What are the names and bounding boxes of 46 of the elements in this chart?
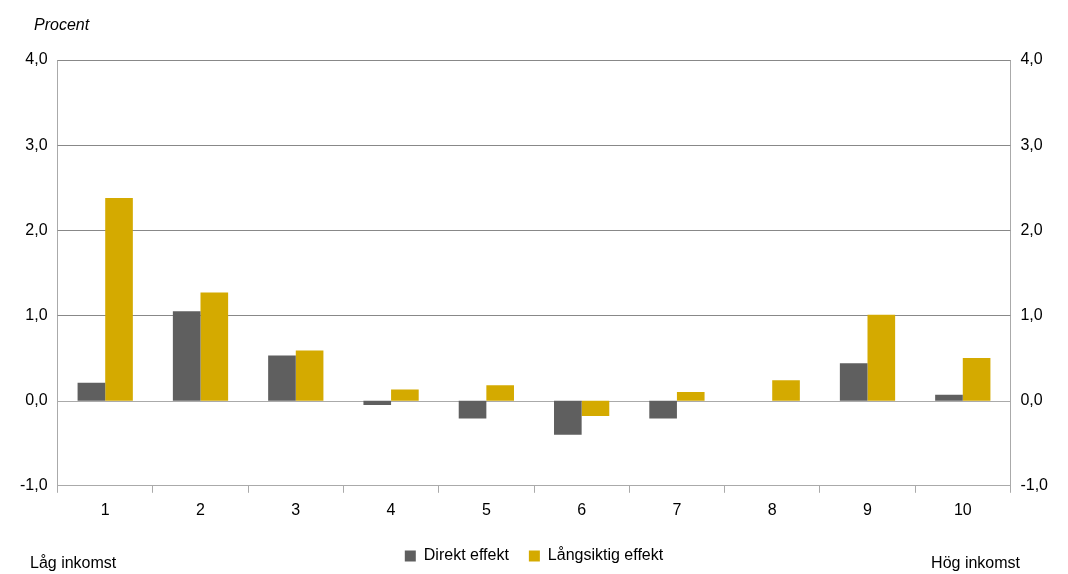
bar: [268, 355, 296, 401]
y-tick-label: -1,0: [19, 476, 48, 494]
bar: [581, 400, 610, 416]
bar: [200, 292, 229, 401]
y-axis-title: Procent: [34, 16, 90, 33]
x-tick-label: 2: [196, 500, 206, 518]
bar: [486, 385, 514, 401]
y2-tick-label: 4,0: [1020, 50, 1043, 68]
y2-tick-label: 0,0: [1020, 391, 1043, 409]
text: Hög inkomst: [931, 554, 1021, 571]
bar: [772, 380, 800, 401]
y2-tick-label: 1,0: [1020, 305, 1043, 323]
bar: [935, 394, 963, 401]
x-tick-label: 9: [863, 500, 873, 518]
legend-label: Direkt effekt: [423, 546, 510, 564]
x-tick-label: 1: [100, 500, 110, 518]
x-tick-label: 5: [481, 500, 491, 518]
y-tick-label: 0,0: [25, 391, 48, 409]
y-tick-label: 3,0: [25, 135, 48, 153]
y-tick-label: 2,0: [25, 220, 48, 238]
bar: [77, 382, 106, 401]
y2-tick-label: 3,0: [1020, 135, 1043, 153]
legend-label: Långsiktig effekt: [547, 546, 664, 564]
bar: [649, 400, 677, 419]
bar: [962, 358, 991, 401]
bar: [839, 363, 868, 401]
y2-tick-label: 2,0: [1020, 220, 1043, 238]
bar: [172, 311, 201, 401]
x-tick-label: 10: [953, 500, 972, 518]
bar: [554, 400, 582, 435]
bar: [867, 314, 896, 401]
bar: [363, 400, 392, 405]
x-tick-label: 3: [291, 500, 301, 518]
text: Låg inkomst: [30, 554, 117, 571]
y-tick-label: 1,0: [25, 305, 48, 323]
y-tick-label: 4,0: [25, 50, 48, 68]
x-tick-label: 4: [386, 500, 396, 518]
bar: [458, 400, 487, 419]
x-tick-label: 6: [577, 500, 587, 518]
x-tick-label: 8: [767, 500, 777, 518]
y2-tick-label: -1,0: [1020, 476, 1049, 494]
bar: [676, 392, 705, 401]
bar: [295, 350, 324, 401]
bar: [391, 389, 419, 401]
bar: [105, 197, 133, 401]
x-tick-label: 7: [672, 500, 682, 518]
